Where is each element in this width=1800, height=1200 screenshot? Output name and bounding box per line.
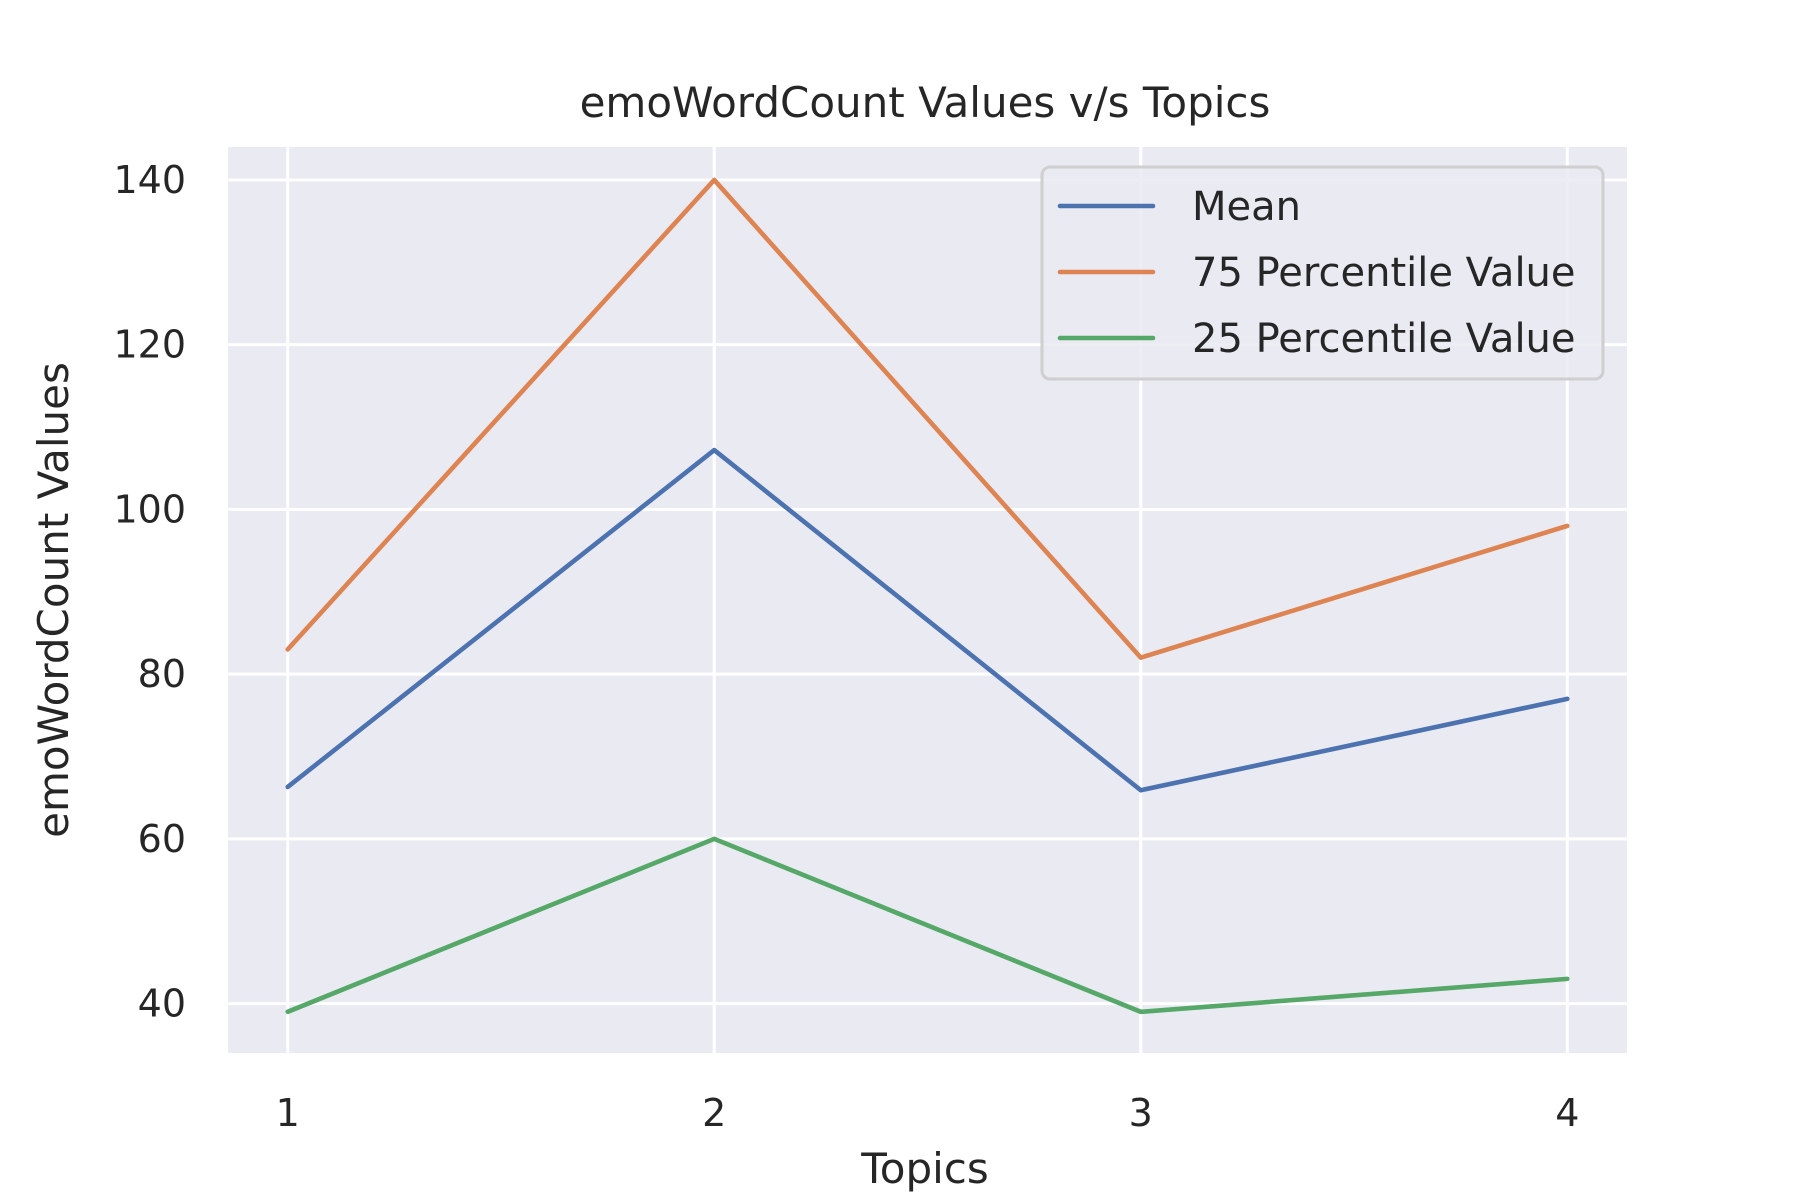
y-tick-label: 80 xyxy=(138,652,186,696)
legend: Mean 75 Percentile Value 25 Percentile Val… xyxy=(1040,165,1605,381)
x-tick-label: 3 xyxy=(1129,1091,1153,1135)
plot-layer: 40 60 80 100 120 140 1 2 3 4 Mean 75 Percentile Val… xyxy=(113,147,1627,1135)
y-tick-label: 140 xyxy=(113,158,186,202)
x-tick-label: 1 xyxy=(276,1091,300,1135)
x-tick-label: 2 xyxy=(702,1091,726,1135)
series-line xyxy=(285,177,1570,660)
y-axis-label: emoWordCount Values xyxy=(29,362,78,838)
y-tick-label: 100 xyxy=(113,487,186,531)
x-axis-label: Topics xyxy=(860,1144,989,1193)
legend-label: Mean xyxy=(1192,184,1301,230)
series-line xyxy=(285,447,1570,793)
series-line xyxy=(285,836,1570,1015)
legend-label: 75 Percentile Value xyxy=(1192,250,1576,296)
legend-label: 25 Percentile Value xyxy=(1192,316,1576,362)
y-tick-label: 120 xyxy=(113,323,186,367)
y-tick-label: 40 xyxy=(138,982,186,1026)
chart-title: emoWordCount Values v/s Topics xyxy=(580,78,1271,127)
x-tick-label: 4 xyxy=(1555,1091,1579,1135)
y-tick-label: 60 xyxy=(138,817,186,861)
legend-box xyxy=(1040,165,1605,381)
